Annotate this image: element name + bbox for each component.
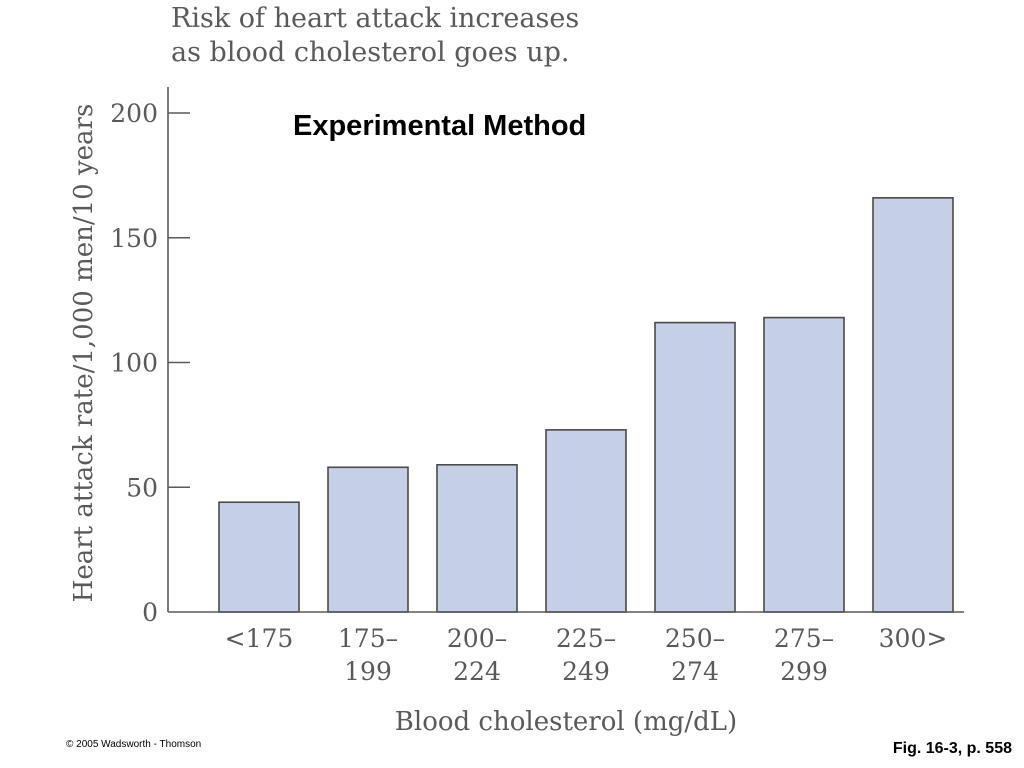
x-tick-label: 250– 274 [665,624,725,686]
axes-layer [167,87,964,613]
x-labels-layer: <175 175– 199 200– 224 225– 249 250– 274 275– 299 3… [225,624,948,686]
x-tick-label: 175– 199 [338,624,398,686]
x-tick-label: 225– 249 [556,624,616,686]
slide-heading: Experimental Method [293,110,587,142]
chart-title-line-1: Risk of heart attack increases [171,3,580,34]
bar [436,463,518,613]
copyright-notice: © 2005 Wadsworth - Thomson [66,739,202,750]
y-tick-label: 0 [142,598,158,627]
y-axis-title: Heart attack rate/1,000 men/10 years [69,104,99,603]
y-ticks-layer: 0 50 100 150 200 [110,99,190,627]
y-tick-label: 100 [110,349,158,378]
bar [763,316,845,613]
chart-title: Risk of heart attack increases as blood … [171,2,691,70]
bar [218,501,300,613]
chart-title-line-2: as blood cholesterol goes up. [171,37,570,68]
bar [545,429,627,613]
figure-reference: Fig. 16-3, p. 558 [892,740,1012,757]
bar [872,197,954,613]
x-axis-title: Blood cholesterol (mg/dL) [395,707,737,737]
x-tick-label: 300> [879,624,948,653]
bars-layer [218,197,954,613]
y-tick-label: 50 [126,473,158,502]
x-tick-label: 200– 224 [447,624,507,686]
y-tick-label: 150 [110,224,158,253]
bar [327,466,409,613]
y-tick-label: 200 [110,99,158,128]
x-tick-label: 275– 299 [774,624,834,686]
x-tick-label: <175 [225,624,294,653]
bar [654,321,736,613]
